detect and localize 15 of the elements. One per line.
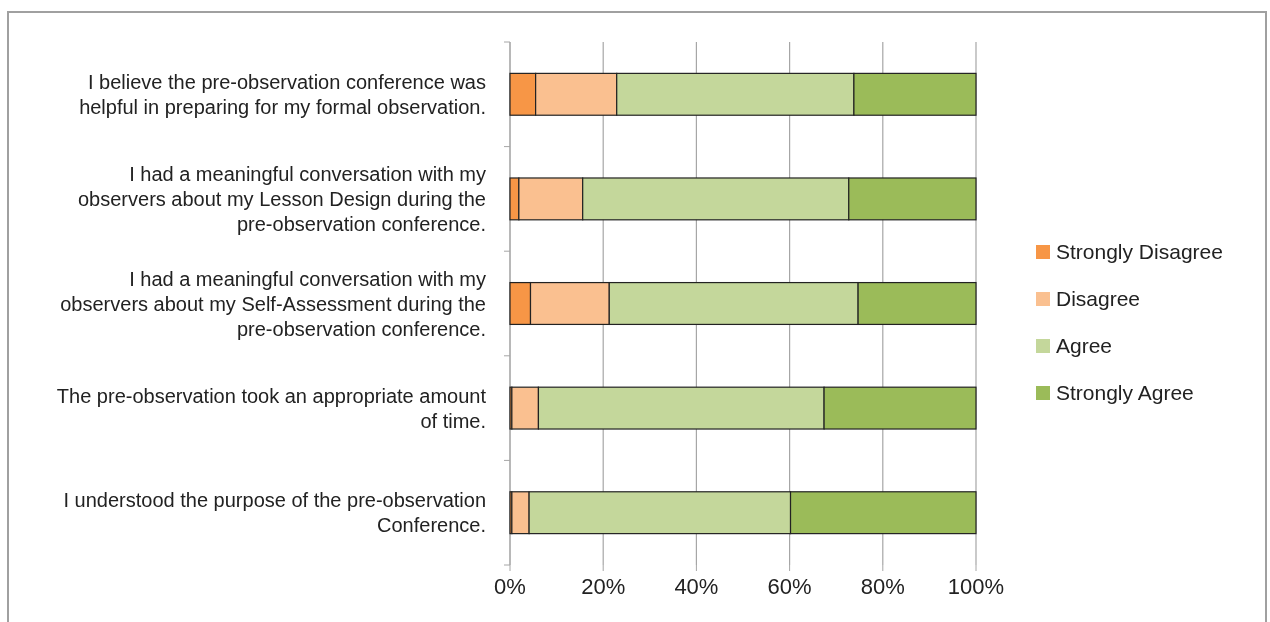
y-tick-label: I believe the pre-observation conference was helpful in preparing for my formal observation. [79,70,486,118]
x-tick-label: 20% [581,574,626,599]
y-tick-label: I understood the purpose of the pre-observation Conference. [63,489,486,537]
legend-label: Disagree [1056,287,1141,310]
x-tick-label: 60% [767,574,812,599]
x-tick-label: 40% [674,574,719,599]
y-tick-label: I had a meaningful conversation with my observers about my Lesson Design during the pre-observation conference. [77,162,486,235]
x-tick-label: 100% [947,574,1005,599]
y-tick-label: The pre-observation took an appropriate amount of time. [56,384,487,432]
x-tick-label: 0% [494,574,526,599]
legend-label: Agree [1056,334,1113,357]
x-tick-label: 80% [860,574,905,599]
legend-label: Strongly Disagree [1056,240,1223,263]
legend-label: Strongly Agree [1056,381,1194,404]
y-tick-label: I had a meaningful conversation with my observers about my Self-Assessment during the pre-observation conference. [60,267,486,340]
